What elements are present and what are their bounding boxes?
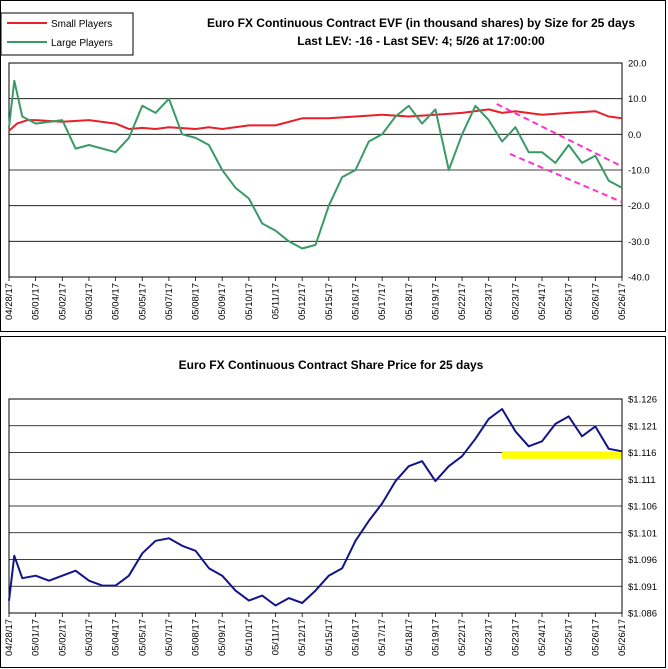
bot-x-tick-label: 05/08/17 [191, 619, 202, 656]
top-chart-title: Euro FX Continuous Contract EVF (in thou… [207, 16, 635, 30]
top-x-tick-label: 05/16/17 [350, 283, 361, 320]
top-x-tick-label: 05/07/17 [164, 283, 175, 320]
top-y-tick-label: -40.0 [628, 273, 650, 284]
bot-y-tick-label: $1.091 [628, 582, 657, 593]
legend: Small Players Large Players [1, 12, 134, 56]
top-x-tick-label: 05/22/17 [457, 283, 468, 320]
legend-box [1, 12, 134, 56]
top-y-tick-labels: 20.0 10.0 0.0 -10.0 -20.0 -30.0 -40.0 [628, 59, 650, 284]
bot-x-tick-label: 05/03/17 [84, 619, 95, 656]
bot-y-tick-label: $1.096 [628, 555, 657, 566]
bottom-y-tick-labels: $1.126 $1.121 $1.116 $1.111 $1.106 $1.101 $1.0… [628, 395, 657, 620]
top-series-line-1 [8, 79, 623, 250]
top-x-tick-label: 05/08/17 [191, 283, 202, 320]
bot-y-tick-label: $1.106 [628, 502, 657, 513]
top-x-tick-label: 05/17/17 [377, 283, 388, 320]
top-x-tick-label: 05/10/17 [244, 283, 255, 320]
bot-x-tick-label: 05/26/17 [590, 619, 601, 656]
bot-x-tick-label: 05/16/17 [350, 619, 361, 656]
top-x-tick-label: 05/02/17 [57, 283, 68, 320]
evf-chart-panel: 20.0 10.0 0.0 -10.0 -20.0 -30.0 -40.0 04/28/17… [0, 0, 666, 332]
bot-y-tick-label: $1.101 [628, 528, 657, 539]
top-y-tick-label: -30.0 [628, 237, 650, 248]
top-x-tick-label: 05/23/17 [510, 283, 521, 320]
top-series-group [8, 79, 623, 250]
legend-label-small-players: Small Players [51, 19, 112, 30]
price-chart: $1.126 $1.121 $1.116 $1.111 $1.106 $1.101 $1.0… [4, 358, 657, 656]
top-x-tick-label: 04/28/17 [4, 283, 15, 320]
bottom-plot-area [8, 398, 623, 614]
bot-x-tick-label: 05/10/17 [244, 619, 255, 656]
bot-x-tick-label: 05/04/17 [111, 619, 122, 656]
bot-x-tick-label: 05/25/17 [564, 619, 575, 656]
bot-x-tick-label: 04/28/17 [4, 619, 15, 656]
bot-x-tick-label: 05/07/17 [164, 619, 175, 656]
price-chart-panel: $1.126 $1.121 $1.116 $1.111 $1.106 $1.101 $1.0… [0, 336, 666, 668]
top-plot-area [8, 62, 623, 278]
bot-series-line-0 [8, 408, 623, 607]
top-x-tick-label: 05/01/17 [31, 283, 42, 320]
bot-x-tick-label: 05/17/17 [377, 619, 388, 656]
bot-x-tick-label: 05/01/17 [31, 619, 42, 656]
bot-x-tick-label: 05/05/17 [137, 619, 148, 656]
legend-label-large-players: Large Players [51, 38, 113, 49]
top-gridlines [9, 98, 622, 242]
bot-y-tick-label: $1.086 [628, 609, 657, 620]
bot-x-tick-label: 05/26/17 [617, 619, 628, 656]
channel-line-0 [496, 103, 623, 168]
top-x-tick-label: 05/24/17 [537, 283, 548, 320]
bot-x-tick-label: 05/12/17 [297, 619, 308, 656]
bot-x-tick-label: 05/23/17 [484, 619, 495, 656]
top-x-tick-label: 05/15/17 [324, 283, 335, 320]
top-x-tick-label: 05/05/17 [137, 283, 148, 320]
bot-x-tick-label: 05/15/17 [324, 619, 335, 656]
bottom-gridlines [9, 425, 622, 587]
bot-x-tick-label: 05/18/17 [404, 619, 415, 656]
bot-x-tick-label: 05/24/17 [537, 619, 548, 656]
top-y-tick-label: -20.0 [628, 201, 650, 212]
bottom-x-tick-labels: 04/28/17 05/01/17 05/02/17 05/03/17 05/04/17… [4, 613, 628, 656]
top-x-tick-label: 05/12/17 [297, 283, 308, 320]
price-highlight-band [502, 451, 622, 459]
bot-y-tick-label: $1.116 [628, 448, 656, 459]
top-chart-subtitle: Last LEV: -16 - Last SEV: 4; 5/26 at 17:… [297, 34, 545, 48]
bot-x-tick-label: 05/22/17 [457, 619, 468, 656]
top-channel-lines [496, 103, 623, 204]
top-x-tick-label: 05/04/17 [111, 283, 122, 320]
top-y-tick-label: 0.0 [628, 130, 641, 141]
evf-chart: 20.0 10.0 0.0 -10.0 -20.0 -30.0 -40.0 04/28/17… [1, 12, 650, 320]
bot-x-tick-label: 05/23/17 [510, 619, 521, 656]
bot-y-tick-label: $1.121 [628, 421, 657, 432]
top-x-tick-label: 05/26/17 [617, 283, 628, 320]
top-y-tick-label: 10.0 [628, 94, 647, 105]
top-x-tick-labels: 04/28/17 05/01/17 05/02/17 05/03/17 05/04/17… [4, 277, 628, 320]
bot-y-tick-label: $1.126 [628, 395, 657, 406]
channel-line-1 [509, 153, 623, 204]
top-x-tick-label: 05/25/17 [564, 283, 575, 320]
bot-y-tick-label: $1.111 [628, 475, 656, 486]
top-x-tick-label: 05/23/17 [484, 283, 495, 320]
highlight-rect [502, 451, 622, 459]
top-x-tick-label: 05/26/17 [590, 283, 601, 320]
top-x-tick-label: 05/11/17 [271, 283, 282, 319]
bottom-chart-title: Euro FX Continuous Contract Share Price … [179, 358, 484, 372]
bot-x-tick-label: 05/19/17 [430, 619, 441, 656]
top-y-tick-label: -10.0 [628, 166, 650, 177]
top-x-tick-label: 05/18/17 [404, 283, 415, 320]
top-y-tick-label: 20.0 [628, 59, 647, 70]
top-x-tick-label: 05/03/17 [84, 283, 95, 320]
bot-x-tick-label: 05/02/17 [57, 619, 68, 656]
top-series-line-0 [8, 108, 623, 132]
bottom-series-group [8, 408, 623, 607]
bot-x-tick-label: 05/11/17 [271, 619, 282, 655]
bot-x-tick-label: 05/09/17 [217, 619, 228, 656]
top-x-tick-label: 05/09/17 [217, 283, 228, 320]
top-x-tick-label: 05/19/17 [430, 283, 441, 320]
